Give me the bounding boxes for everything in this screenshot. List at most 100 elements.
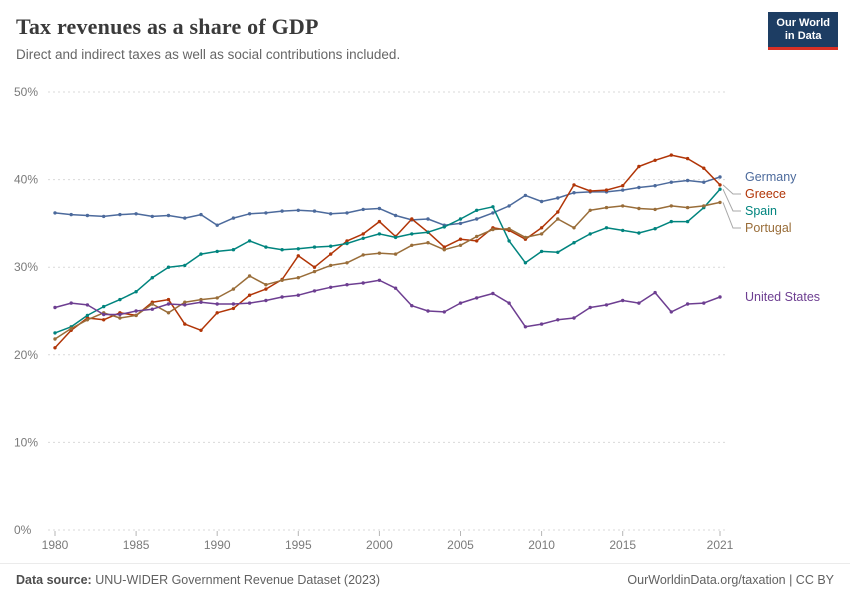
- series-point-united-states[interactable]: [685, 302, 690, 306]
- series-point-greece[interactable]: [361, 232, 365, 236]
- series-line-greece[interactable]: [54, 154, 721, 349]
- series-point-greece[interactable]: [556, 210, 560, 214]
- series-point-united-states[interactable]: [264, 298, 268, 303]
- series-point-portugal[interactable]: [215, 296, 219, 300]
- series-point-portugal[interactable]: [264, 283, 268, 287]
- series-point-united-states[interactable]: [669, 310, 673, 314]
- series-point-germany[interactable]: [685, 178, 690, 183]
- series-point-portugal[interactable]: [345, 261, 349, 265]
- series-point-germany[interactable]: [312, 209, 317, 213]
- series-point-portugal[interactable]: [296, 276, 300, 280]
- series-point-united-states[interactable]: [345, 283, 349, 287]
- series-point-portugal[interactable]: [53, 337, 57, 341]
- series-point-united-states[interactable]: [442, 310, 446, 314]
- series-point-spain[interactable]: [296, 247, 300, 251]
- series-point-germany[interactable]: [653, 184, 657, 188]
- series-point-spain[interactable]: [637, 231, 641, 235]
- series-point-portugal[interactable]: [134, 313, 138, 318]
- series-point-portugal[interactable]: [539, 232, 544, 236]
- series-point-germany[interactable]: [102, 214, 106, 219]
- series-point-portugal[interactable]: [523, 235, 528, 240]
- series-point-germany[interactable]: [166, 213, 171, 218]
- series-point-united-states[interactable]: [215, 302, 219, 306]
- series-point-united-states[interactable]: [491, 291, 495, 296]
- series-point-spain[interactable]: [572, 241, 576, 245]
- series-point-united-states[interactable]: [231, 302, 236, 306]
- series-point-portugal[interactable]: [491, 227, 495, 232]
- series-point-united-states[interactable]: [556, 318, 560, 322]
- series-point-united-states[interactable]: [426, 309, 430, 313]
- series-point-spain[interactable]: [53, 331, 57, 335]
- series-point-germany[interactable]: [426, 217, 430, 221]
- series-point-portugal[interactable]: [637, 206, 641, 211]
- series-point-portugal[interactable]: [669, 204, 673, 208]
- series-point-spain[interactable]: [183, 263, 187, 268]
- series-point-portugal[interactable]: [85, 318, 90, 322]
- series-point-portugal[interactable]: [685, 205, 690, 210]
- series-point-spain[interactable]: [718, 187, 722, 191]
- series-point-spain[interactable]: [410, 232, 414, 236]
- series-point-portugal[interactable]: [329, 263, 333, 268]
- series-point-spain[interactable]: [85, 313, 90, 318]
- series-point-portugal[interactable]: [377, 251, 382, 255]
- series-point-spain[interactable]: [669, 219, 673, 224]
- series-label-portugal[interactable]: Portugal: [745, 221, 792, 235]
- series-point-germany[interactable]: [118, 212, 122, 217]
- series-point-greece[interactable]: [475, 239, 479, 243]
- series-point-portugal[interactable]: [199, 297, 203, 302]
- series-point-portugal[interactable]: [507, 227, 511, 231]
- series-point-united-states[interactable]: [507, 301, 511, 305]
- series-point-united-states[interactable]: [621, 298, 625, 303]
- series-point-spain[interactable]: [199, 252, 203, 256]
- series-point-united-states[interactable]: [588, 305, 592, 310]
- series-label-germany[interactable]: Germany: [745, 170, 797, 184]
- series-point-spain[interactable]: [247, 239, 252, 243]
- series-point-portugal[interactable]: [458, 243, 463, 247]
- series-point-greece[interactable]: [329, 252, 333, 256]
- series-point-germany[interactable]: [247, 212, 252, 216]
- series-point-germany[interactable]: [458, 221, 463, 226]
- series-point-united-states[interactable]: [475, 296, 479, 300]
- series-point-united-states[interactable]: [166, 302, 171, 306]
- series-point-portugal[interactable]: [69, 326, 73, 331]
- series-point-spain[interactable]: [377, 232, 382, 236]
- series-point-spain[interactable]: [134, 290, 138, 294]
- series-point-united-states[interactable]: [134, 309, 138, 313]
- chart-svg[interactable]: 0% 10% 20% 30% 40% 50% 1980 1985 1990 1995 2000 200…: [0, 72, 850, 562]
- series-point-spain[interactable]: [264, 245, 268, 249]
- series-point-germany[interactable]: [702, 180, 706, 184]
- series-point-spain[interactable]: [539, 249, 544, 254]
- series-label-spain[interactable]: Spain: [745, 204, 777, 218]
- series-point-germany[interactable]: [199, 212, 203, 217]
- series-point-germany[interactable]: [669, 180, 673, 184]
- series-point-germany[interactable]: [393, 213, 398, 218]
- series-point-portugal[interactable]: [475, 234, 479, 239]
- series-point-germany[interactable]: [150, 214, 154, 219]
- series-point-united-states[interactable]: [69, 301, 73, 305]
- series-point-portugal[interactable]: [280, 278, 284, 282]
- series-point-spain[interactable]: [442, 225, 446, 229]
- series-point-greece[interactable]: [199, 328, 203, 332]
- series-point-portugal[interactable]: [442, 248, 446, 252]
- series-point-germany[interactable]: [475, 217, 479, 221]
- series-point-spain[interactable]: [475, 208, 479, 212]
- series-point-greece[interactable]: [312, 265, 317, 269]
- series-point-spain[interactable]: [312, 245, 317, 249]
- series-point-united-states[interactable]: [393, 286, 398, 290]
- series-point-spain[interactable]: [215, 249, 219, 254]
- series-point-spain[interactable]: [685, 219, 690, 224]
- series-point-spain[interactable]: [393, 235, 398, 240]
- series-point-germany[interactable]: [85, 213, 90, 218]
- series-point-spain[interactable]: [426, 230, 430, 234]
- series-point-greece[interactable]: [215, 311, 219, 315]
- series-point-greece[interactable]: [183, 322, 187, 326]
- series-point-spain[interactable]: [166, 265, 171, 269]
- series-point-greece[interactable]: [588, 189, 592, 193]
- series-point-greece[interactable]: [637, 164, 641, 169]
- series-point-united-states[interactable]: [572, 316, 576, 320]
- series-point-united-states[interactable]: [361, 281, 365, 285]
- series-point-spain[interactable]: [588, 232, 592, 236]
- series-point-united-states[interactable]: [183, 303, 187, 307]
- series-point-united-states[interactable]: [247, 301, 252, 305]
- series-point-united-states[interactable]: [539, 322, 544, 326]
